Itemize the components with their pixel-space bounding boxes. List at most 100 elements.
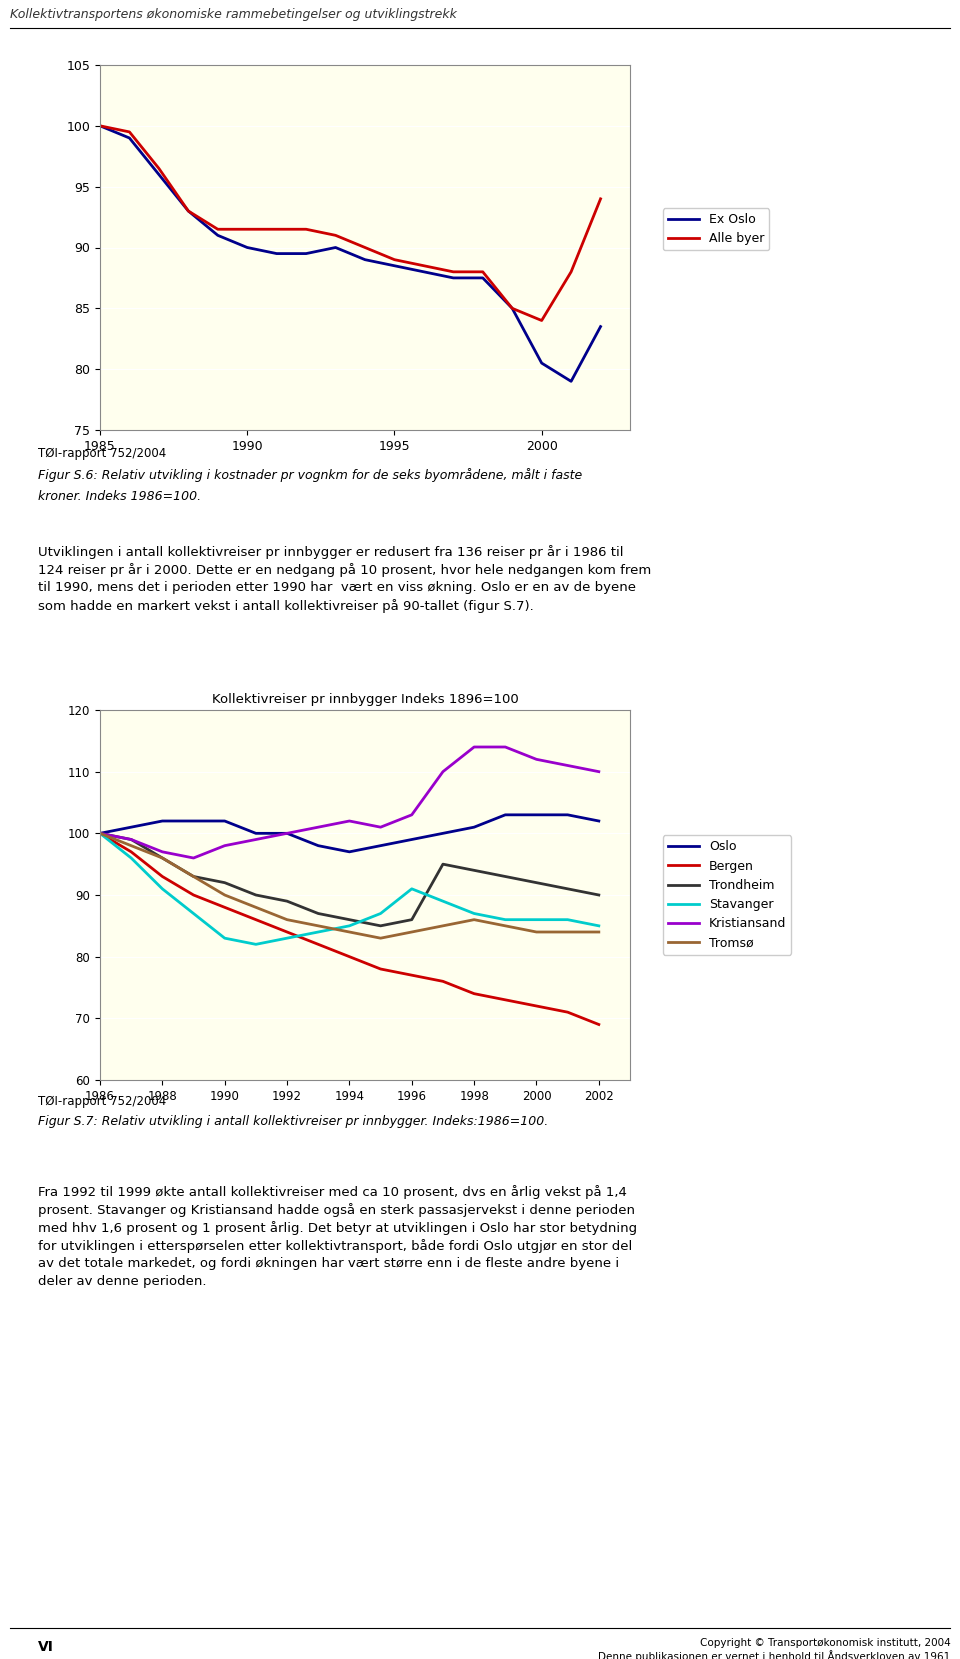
Text: Figur S.7: Relativ utvikling i antall kollektivreiser pr innbygger. Indeks:1986=: Figur S.7: Relativ utvikling i antall ko… [38,1115,549,1128]
Alle byer [94,116,106,136]
Line: Bergen: Bergen [100,833,599,1025]
Trondheim [374,916,386,936]
Ex Oslo [182,201,194,221]
Text: prosent. Stavanger og Kristiansand hadde også en sterk passasjervekst i denne pe: prosent. Stavanger og Kristiansand hadde… [38,1203,636,1218]
Oslo [344,841,355,861]
Stavanger [188,904,200,924]
Alle byer [212,219,224,239]
Text: Figur S.6: Relativ utvikling i kostnader pr vognkm for de seks byområdene, målt : Figur S.6: Relativ utvikling i kostnader… [38,468,583,483]
Ex Oslo [389,255,400,275]
Ex Oslo [300,244,312,264]
Trondheim [219,873,230,893]
Ex Oslo [330,237,342,257]
Legend: Ex Oslo, Alle byer: Ex Oslo, Alle byer [662,207,769,251]
Legend: Oslo, Bergen, Trondheim, Stavanger, Kristiansand, Tromsø: Oslo, Bergen, Trondheim, Stavanger, Kris… [662,836,791,954]
Text: deler av denne perioden.: deler av denne perioden. [38,1276,207,1287]
Oslo [188,811,200,831]
Ex Oslo [154,164,165,184]
Line: Ex Oslo: Ex Oslo [100,126,601,382]
Stavanger [531,909,542,929]
Tromsø [156,848,168,868]
Oslo [126,818,137,838]
Stavanger [562,909,573,929]
Oslo [251,823,262,843]
Bergen [251,909,262,929]
Ex Oslo [536,353,547,373]
Kristiansand [312,818,324,838]
Text: Denne publikasjonen er vernet i henhold til Åndsverkloven av 1961: Denne publikasjonen er vernet i henhold … [598,1651,950,1659]
Bergen [188,884,200,904]
Oslo [281,823,293,843]
Alle byer [124,123,135,143]
Tromsø [593,922,605,942]
Tromsø [126,836,137,856]
Trondheim [94,823,106,843]
Bergen [593,1015,605,1035]
Trondheim [312,904,324,924]
Stavanger [593,916,605,936]
Tromsø [281,909,293,929]
Stavanger [251,934,262,954]
Tromsø [219,884,230,904]
Tromsø [344,922,355,942]
Kristiansand [406,805,418,825]
Text: TØI-rapport 752/2004: TØI-rapport 752/2004 [38,1095,167,1108]
Oslo [312,836,324,856]
Alle byer [271,219,282,239]
Bergen [219,898,230,917]
Line: Tromsø: Tromsø [100,833,599,939]
Bergen [437,972,448,992]
Bergen [406,966,418,985]
Tromsø [468,909,480,929]
Stavanger [468,904,480,924]
Text: som hadde en markert vekst i antall kollektivreiser på 90-tallet (figur S.7).: som hadde en markert vekst i antall koll… [38,599,534,612]
Stavanger [374,904,386,924]
Tromsø [406,922,418,942]
Oslo [94,823,106,843]
Tromsø [437,916,448,936]
Bergen [94,823,106,843]
Kristiansand [531,750,542,770]
Text: Kollektivtransportens økonomiske rammebetingelser og utviklingstrekk: Kollektivtransportens økonomiske rammebe… [10,8,456,22]
Stavanger [281,929,293,949]
Alle byer [182,201,194,221]
Kristiansand [562,755,573,775]
Kristiansand [593,761,605,781]
Tromsø [251,898,262,917]
Trondheim [531,873,542,893]
Line: Oslo: Oslo [100,815,599,851]
Ex Oslo [242,237,253,257]
Alle byer [536,310,547,330]
Text: med hhv 1,6 prosent og 1 prosent årlig. Det betyr at utviklingen i Oslo har stor: med hhv 1,6 prosent og 1 prosent årlig. … [38,1221,637,1234]
Kristiansand [251,830,262,849]
Trondheim [437,854,448,874]
Stavanger [126,848,137,868]
Title: Kollektivreiser pr innbygger Indeks 1896=100: Kollektivreiser pr innbygger Indeks 1896… [211,693,518,707]
Kristiansand [156,841,168,861]
Text: Utviklingen i antall kollektivreiser pr innbygger er redusert fra 136 reiser pr : Utviklingen i antall kollektivreiser pr … [38,546,624,559]
Oslo [406,830,418,849]
Ex Oslo [212,226,224,246]
Tromsø [188,866,200,886]
Stavanger [499,909,511,929]
Bergen [562,1002,573,1022]
Oslo [562,805,573,825]
Stavanger [437,891,448,911]
Tromsø [312,916,324,936]
Alle byer [507,299,518,319]
Ex Oslo [565,372,577,392]
Ex Oslo [447,269,459,289]
Ex Oslo [124,128,135,148]
Text: Fra 1992 til 1999 økte antall kollektivreiser med ca 10 prosent, dvs en årlig ve: Fra 1992 til 1999 økte antall kollektivr… [38,1185,627,1199]
Alle byer [330,226,342,246]
Alle byer [447,262,459,282]
Tromsø [499,916,511,936]
Kristiansand [94,823,106,843]
Alle byer [565,262,577,282]
Kristiansand [468,737,480,757]
Kristiansand [344,811,355,831]
Bergen [281,922,293,942]
Stavanger [219,929,230,949]
Trondheim [593,884,605,904]
Stavanger [156,879,168,899]
